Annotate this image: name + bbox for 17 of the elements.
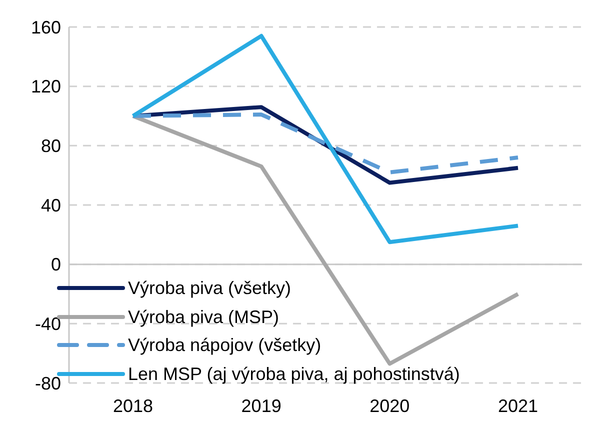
line-series — [131, 34, 520, 244]
y-tick-label: 80 — [40, 136, 61, 156]
y-tick-label: 0 — [50, 254, 61, 275]
y-tick-label: -40 — [34, 314, 61, 334]
line-series — [131, 112, 520, 174]
y-tick-label: 160 — [30, 17, 61, 38]
legend-label: Výroba nápojov (všetky) — [128, 334, 322, 357]
legend-label: Len MSP (aj výroba piva, aj pohostinstvá) — [128, 362, 460, 386]
x-tick-label: 2018 — [112, 396, 154, 416]
y-tick-label: 120 — [30, 76, 61, 97]
legend-label: Výroba piva (všetky) — [128, 277, 292, 300]
x-tick-label: 2019 — [241, 396, 282, 416]
x-tick-label: 2021 — [498, 396, 538, 416]
legend-label: Výroba piva (MSP) — [128, 306, 280, 329]
y-tick-label: 40 — [40, 195, 61, 216]
x-tick-label: 2020 — [370, 396, 410, 416]
y-tick-label: -80 — [34, 373, 61, 394]
